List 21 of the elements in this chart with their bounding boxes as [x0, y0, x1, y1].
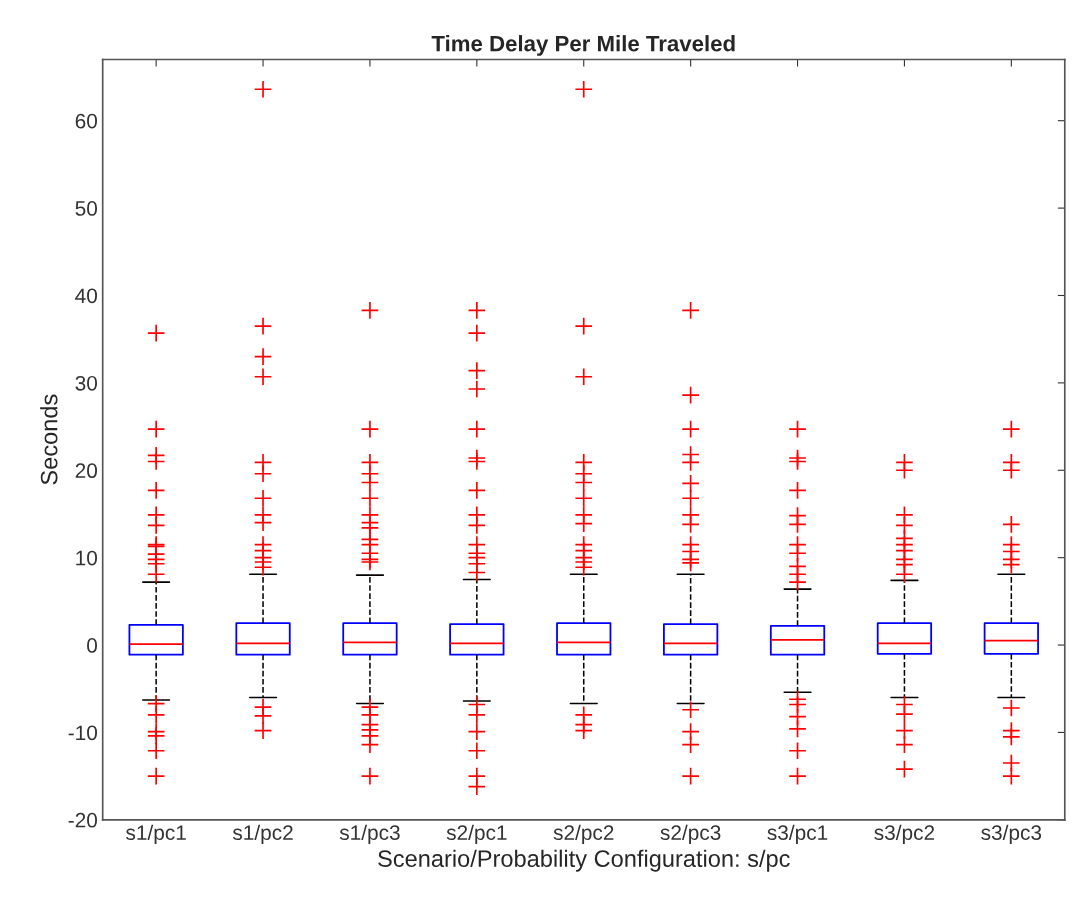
y-tick-label: 10 [76, 550, 98, 566]
x-axis-title: Scenario/Probability Configuration: s/pc [378, 849, 790, 872]
x-tick-label: s1/pc1 [126, 824, 186, 845]
x-tick-label: s2/pc1 [446, 824, 507, 845]
y-tick-label: 60 [75, 113, 98, 129]
y-tick-label: 50 [75, 201, 98, 216]
y-tick-label: 30 [75, 375, 98, 391]
y-tick-label: 40 [75, 288, 98, 304]
x-tick-label: s2/pc2 [553, 824, 614, 845]
x-tick-label: s3/pc2 [874, 824, 935, 845]
y-tick-label: -10 [68, 725, 98, 741]
x-tick-label: s3/pc1 [767, 824, 828, 845]
y-tick-label: 20 [75, 463, 98, 479]
y-tick-label: 0 [87, 638, 98, 653]
y-axis-title: Seconds [40, 394, 58, 485]
y-tick-label: -20 [68, 812, 98, 828]
chart-title: Time Delay Per Mile Traveled [431, 35, 735, 56]
x-tick-label: s1/pc2 [232, 824, 293, 845]
x-tick-label: s2/pc3 [660, 824, 721, 845]
x-tick-label: s1/pc3 [339, 824, 400, 845]
x-tick-label: s3/pc3 [981, 824, 1042, 845]
